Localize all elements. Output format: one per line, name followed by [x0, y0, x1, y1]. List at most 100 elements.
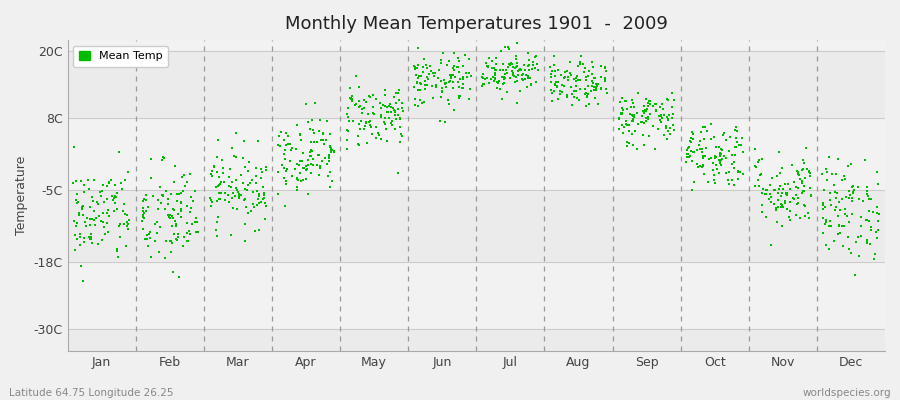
- Point: [222, 166, 237, 172]
- Text: worldspecies.org: worldspecies.org: [803, 388, 891, 398]
- Point: [664, 90, 679, 96]
- Point: [444, 72, 458, 79]
- Point: [90, 198, 104, 205]
- Point: [413, 87, 428, 94]
- Point: [490, 54, 504, 61]
- Point: [165, 212, 179, 219]
- Point: [797, 174, 812, 181]
- Point: [113, 180, 128, 186]
- Point: [708, 180, 723, 186]
- Point: [425, 83, 439, 90]
- Point: [101, 206, 115, 213]
- Point: [572, 58, 587, 65]
- Point: [618, 121, 633, 127]
- Point: [777, 204, 791, 210]
- Point: [654, 113, 669, 119]
- Point: [85, 194, 99, 200]
- Point: [343, 85, 357, 91]
- Point: [383, 104, 398, 110]
- Point: [712, 170, 726, 176]
- Point: [174, 208, 188, 214]
- Point: [207, 164, 221, 170]
- Point: [388, 112, 402, 118]
- Point: [312, 152, 327, 158]
- Point: [480, 63, 494, 69]
- Point: [388, 126, 402, 132]
- Point: [395, 133, 410, 139]
- Point: [184, 221, 199, 227]
- Point: [109, 246, 123, 252]
- Point: [486, 73, 500, 80]
- Point: [175, 174, 189, 180]
- Point: [392, 112, 406, 118]
- Point: [438, 80, 453, 86]
- Point: [247, 189, 261, 195]
- Point: [550, 84, 564, 90]
- Point: [590, 87, 604, 93]
- Point: [137, 196, 151, 202]
- Point: [284, 172, 299, 179]
- Point: [320, 161, 334, 168]
- Point: [86, 198, 101, 204]
- Point: [248, 228, 262, 234]
- Point: [252, 227, 266, 233]
- Point: [139, 208, 153, 214]
- Point: [529, 53, 544, 59]
- Point: [514, 75, 528, 82]
- Point: [394, 105, 409, 112]
- Point: [793, 176, 807, 182]
- Point: [724, 134, 738, 140]
- Bar: [68, 190, 885, 262]
- Point: [736, 149, 751, 155]
- Point: [84, 231, 98, 237]
- Point: [754, 208, 769, 215]
- Point: [68, 144, 82, 150]
- Point: [665, 104, 680, 110]
- Point: [594, 63, 608, 69]
- Point: [204, 168, 219, 174]
- Point: [591, 101, 606, 107]
- Point: [508, 53, 523, 59]
- Point: [434, 78, 448, 84]
- Point: [434, 57, 448, 63]
- Point: [277, 150, 292, 157]
- Point: [346, 118, 361, 124]
- Point: [770, 219, 784, 226]
- Point: [109, 193, 123, 200]
- Point: [693, 163, 707, 169]
- Point: [302, 157, 316, 163]
- Point: [389, 90, 403, 96]
- Point: [323, 147, 338, 153]
- Point: [789, 192, 804, 198]
- Point: [140, 236, 154, 242]
- Point: [866, 208, 880, 215]
- Point: [783, 217, 797, 223]
- Point: [158, 188, 173, 194]
- Point: [710, 166, 724, 172]
- Point: [529, 79, 544, 85]
- Point: [686, 131, 700, 138]
- Point: [657, 112, 671, 118]
- Point: [210, 233, 224, 239]
- Point: [392, 90, 406, 96]
- Point: [362, 93, 376, 100]
- Point: [685, 129, 699, 136]
- Point: [180, 230, 194, 236]
- Point: [395, 132, 410, 139]
- Point: [589, 84, 603, 90]
- Point: [374, 112, 388, 118]
- Point: [276, 174, 291, 181]
- Point: [598, 64, 612, 71]
- Point: [444, 74, 458, 81]
- Point: [636, 108, 651, 114]
- Point: [544, 79, 558, 86]
- Point: [392, 139, 407, 146]
- Point: [418, 82, 432, 88]
- Point: [357, 123, 372, 129]
- Point: [561, 76, 575, 83]
- Point: [772, 186, 787, 193]
- Point: [417, 56, 431, 62]
- Point: [66, 179, 80, 186]
- Point: [769, 205, 783, 212]
- Point: [824, 171, 839, 177]
